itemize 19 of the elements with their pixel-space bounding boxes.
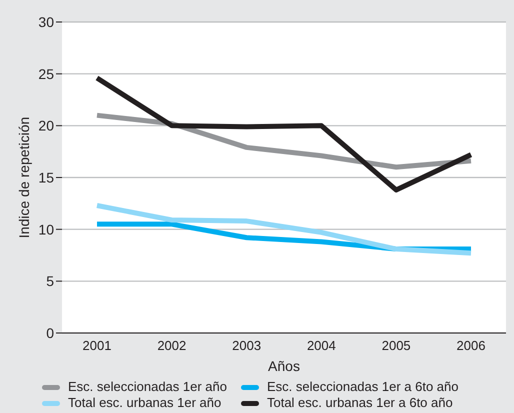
legend-label: Total esc. urbanas 1er a 6to año [266, 395, 454, 411]
legend-label: Esc. seleccionadas 1er año [67, 379, 227, 395]
y-tick-label: 30 [38, 14, 54, 30]
y-tick-label: 25 [38, 66, 54, 82]
y-axis-title: Indice de repetición [16, 116, 32, 238]
x-tick-label: 2006 [456, 338, 486, 354]
y-tick-label: 0 [46, 324, 54, 341]
y-tick-label: 20 [38, 118, 54, 134]
x-tick-label: 2004 [306, 338, 336, 354]
x-tick-label: 2001 [82, 338, 112, 354]
x-tick-label: 2003 [232, 338, 262, 354]
x-tick-label: 2005 [382, 338, 411, 354]
x-tick-label: 2002 [157, 338, 186, 354]
y-tick-label: 10 [38, 221, 54, 238]
x-axis-title: Años [268, 358, 300, 374]
y-tick-label: 15 [38, 169, 54, 186]
legend-label: Esc. seleccionadas 1er a 6to año [266, 379, 458, 395]
y-tick-label: 5 [46, 273, 54, 290]
legend-label: Total esc. urbanas 1er año [67, 395, 222, 411]
